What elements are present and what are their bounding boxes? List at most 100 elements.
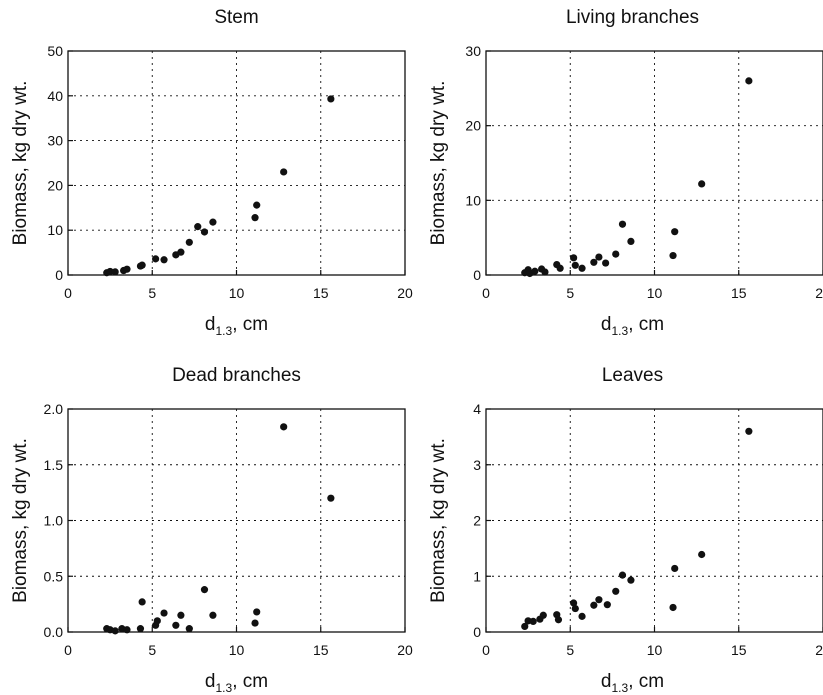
data-point <box>123 626 131 634</box>
data-point <box>612 587 620 595</box>
y-tick-label: 0.0 <box>44 624 64 640</box>
data-point <box>253 608 261 616</box>
data-point <box>570 254 578 262</box>
data-point <box>669 251 677 260</box>
x-tick-label: 0 <box>64 642 72 658</box>
x-tick-label: 20 <box>815 642 823 658</box>
x-tick-label: 0 <box>64 285 72 301</box>
data-point <box>251 214 259 222</box>
x-axis-label: d1.3, cm <box>601 314 664 338</box>
chart-panel-3: 0 5 10 15 20 0.0 0.5 1.0 1.5 2.0 Dead branches d1.3… <box>10 365 413 695</box>
data-point <box>185 238 193 246</box>
x-axis-label: d1.3, cm <box>205 314 268 338</box>
y-tick-label: 20 <box>465 118 481 134</box>
y-axis-label: Biomass, kg dry wt. <box>10 438 31 603</box>
x-tick-label: 10 <box>229 642 245 658</box>
data-point <box>595 253 603 261</box>
data-point <box>539 611 547 619</box>
x-tick-label: 0 <box>482 285 490 301</box>
data-point <box>556 264 564 272</box>
data-point <box>590 601 598 609</box>
data-point <box>185 625 193 633</box>
data-point <box>136 625 145 633</box>
data-point <box>671 228 679 236</box>
y-tick-label: 2.0 <box>44 401 64 417</box>
data-point <box>627 576 635 584</box>
data-point <box>253 201 261 209</box>
data-point <box>571 604 579 613</box>
y-tick-label: 20 <box>47 177 63 193</box>
data-point <box>618 571 627 579</box>
data-point <box>280 423 288 431</box>
x-tick-label: 15 <box>313 642 329 658</box>
y-tick-label: 0 <box>473 267 481 283</box>
plot-frame <box>485 50 823 276</box>
x-tick-label: 5 <box>566 642 574 658</box>
x-tick-label: 10 <box>229 285 245 301</box>
y-tick-label: 1.5 <box>44 457 64 473</box>
data-point <box>327 494 335 502</box>
data-point <box>177 611 185 619</box>
data-point <box>698 550 706 559</box>
y-tick-label: 0.5 <box>44 568 64 584</box>
data-point <box>627 237 635 245</box>
data-point <box>531 267 539 275</box>
data-point <box>138 261 146 269</box>
x-tick-label: 15 <box>731 642 747 658</box>
x-tick-label: 0 <box>482 642 490 658</box>
x-tick-label: 5 <box>148 642 156 658</box>
data-point <box>669 603 677 612</box>
data-point <box>200 586 209 594</box>
chart-title: Living branches <box>566 7 699 28</box>
y-tick-label: 0 <box>473 624 481 640</box>
data-point <box>209 218 217 226</box>
data-point <box>521 622 529 631</box>
x-tick-label: 20 <box>397 285 413 301</box>
chart-title: Stem <box>214 7 258 28</box>
data-point <box>194 223 202 231</box>
data-point <box>578 264 586 272</box>
chart-panel-1: 0 5 10 15 20 0 10 20 30 40 50 Stem d1.3, cm Biomass, … <box>10 7 413 338</box>
data-point <box>138 598 146 606</box>
data-point <box>570 599 578 607</box>
y-tick-label: 3 <box>473 457 481 473</box>
x-axis-label: d1.3, cm <box>205 671 268 695</box>
data-point <box>280 168 288 176</box>
data-point <box>327 95 335 103</box>
y-tick-label: 40 <box>47 88 63 104</box>
data-point <box>571 261 579 269</box>
data-point <box>603 601 611 609</box>
x-tick-label: 15 <box>731 285 747 301</box>
chart-title: Dead branches <box>172 365 301 386</box>
data-point <box>160 609 168 617</box>
data-point <box>111 627 119 635</box>
data-point <box>745 77 753 85</box>
x-tick-label: 5 <box>566 285 574 301</box>
data-point <box>200 228 209 236</box>
chart-panel-2: 0 5 10 15 20 0 10 20 30 Living branches d1.3, cm Bi… <box>428 7 823 338</box>
data-point <box>172 621 180 629</box>
data-point <box>111 268 119 276</box>
data-point <box>602 259 610 267</box>
chart-panel-4: 0 5 10 15 20 0 1 2 3 4 Leaves d1.3, cm Biomass, kg d… <box>428 365 823 695</box>
y-tick-label: 30 <box>465 43 481 59</box>
data-point <box>554 616 563 624</box>
data-point <box>541 268 549 276</box>
data-point <box>590 258 598 266</box>
data-point <box>618 220 627 228</box>
x-tick-label: 20 <box>397 642 413 658</box>
y-tick-label: 0 <box>55 267 63 283</box>
x-tick-label: 10 <box>647 285 663 301</box>
data-point <box>578 612 586 620</box>
y-tick-label: 4 <box>473 401 481 417</box>
data-point <box>529 617 537 626</box>
data-point <box>177 248 185 256</box>
data-point <box>698 180 706 188</box>
y-tick-label: 1 <box>473 568 481 584</box>
y-tick-label: 1.0 <box>44 513 64 529</box>
data-point <box>251 619 259 627</box>
y-tick-label: 10 <box>465 192 481 208</box>
chart-title: Leaves <box>602 365 663 386</box>
data-point <box>123 265 131 273</box>
